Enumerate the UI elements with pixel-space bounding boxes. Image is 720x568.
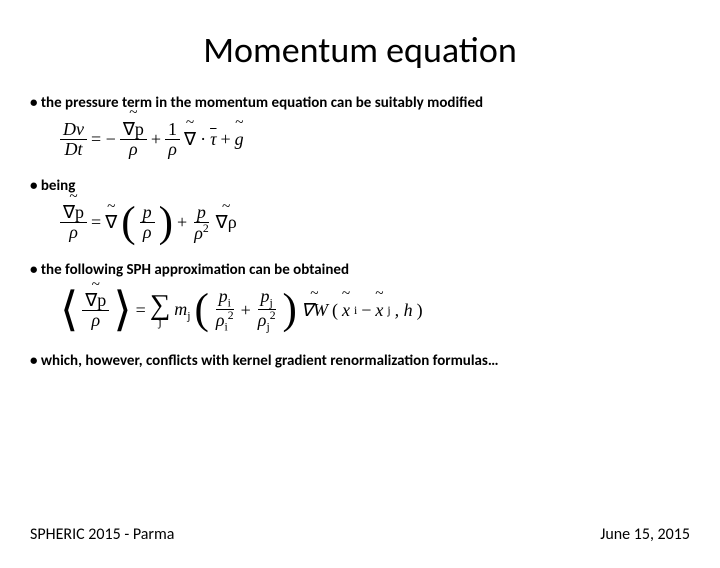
eq1-lhs-den: Dt — [65, 139, 83, 159]
eq1-nabla: ∇ — [184, 129, 196, 150]
eq3-f1-num: p — [219, 286, 228, 306]
eq1-plus1: + — [151, 129, 161, 150]
eq1-equals-minus: = − — [91, 129, 116, 150]
eq3-f2-num-sub: j — [270, 296, 273, 309]
content-region: • the pressure term in the momentum equa… — [0, 94, 720, 370]
eq2-lhs-num: ∇p — [63, 203, 84, 222]
eq3-xj: x — [375, 300, 383, 320]
eq3-minus: − — [361, 300, 371, 321]
eq2-lhs-den: ρ — [69, 222, 78, 242]
footer: SPHERIC 2015 - Parma June 15, 2015 — [0, 525, 720, 544]
eq1-dot: · — [200, 129, 206, 150]
eq3-xi: x — [342, 300, 350, 320]
eq3-comma-h: , h — [395, 300, 413, 320]
eq3-mj: m — [174, 299, 187, 319]
eq3-f1-num-sub: i — [228, 296, 231, 309]
eq3-mj-sub: j — [187, 309, 190, 322]
eq1-g: g — [235, 129, 244, 150]
eq3-f2-num: p — [261, 286, 270, 306]
eq2-nabla1: ∇ — [105, 212, 117, 233]
equation-3: ⟨ ∇p ρ ⟩ = ∑ j mj ( pi ρi2 + pj ρj2 ) ∇W… — [60, 287, 690, 335]
eq1-t2-num: 1 — [165, 120, 180, 140]
eq3-sum-sub: j — [158, 317, 162, 327]
eq2-in1-num: p — [143, 202, 152, 222]
bullet-2: • being — [30, 177, 690, 195]
eq1-t1-den: ρ — [129, 139, 138, 159]
eq3-f2-den-sub: j — [266, 321, 269, 334]
eq3-plus: + — [241, 300, 251, 321]
equation-1: Dv Dt = − ∇p ρ + 1 ρ ∇ · τ + g — [60, 120, 690, 159]
bullet-4: • which, however, conflicts with kernel … — [30, 352, 690, 370]
eq3-f1-den-exp: 2 — [228, 309, 234, 322]
eq1-t2-den: ρ — [168, 139, 177, 159]
page-title: Momentum equation — [0, 28, 720, 72]
equation-2: ∇p ρ = ∇ ( p ρ ) + p ρ2 ∇ρ — [60, 203, 690, 243]
eq2-t2-den-base: ρ — [194, 223, 203, 243]
eq3-gradW: ∇W — [301, 300, 328, 320]
eq1-t1-num: ∇p — [123, 120, 144, 139]
eq3-rpar: ) — [417, 300, 423, 321]
eq3-f1-den-sub: i — [225, 321, 228, 334]
eq2-t2-den-exp: 2 — [203, 222, 209, 235]
eq2-plus: + — [177, 212, 187, 233]
bullet-3: • the following SPH approximation can be… — [30, 261, 690, 279]
eq3-xj-sub: j — [387, 304, 390, 317]
eq1-tau: τ — [210, 129, 216, 149]
footer-left: SPHERIC 2015 - Parma — [30, 525, 174, 544]
eq3-f1-den: ρ — [216, 310, 225, 330]
eq1-lhs-num: Dv — [63, 119, 84, 139]
eq3-lhs-num: ∇p — [85, 291, 106, 310]
eq3-f2-den-exp: 2 — [270, 309, 276, 322]
eq3-lpar: ( — [332, 300, 338, 321]
eq2-eq: = — [91, 212, 101, 233]
eq3-lhs-den: ρ — [91, 310, 100, 330]
eq2-t2-num: p — [197, 202, 206, 222]
eq3-sum: ∑ — [150, 294, 171, 317]
eq3-xi-sub: i — [354, 304, 357, 317]
eq2-gradrho: ∇ρ — [216, 212, 237, 233]
footer-right: June 15, 2015 — [600, 525, 690, 544]
eq3-eq: = — [136, 300, 146, 321]
eq2-in1-den: ρ — [143, 222, 152, 242]
eq1-plus2: + — [221, 129, 231, 150]
